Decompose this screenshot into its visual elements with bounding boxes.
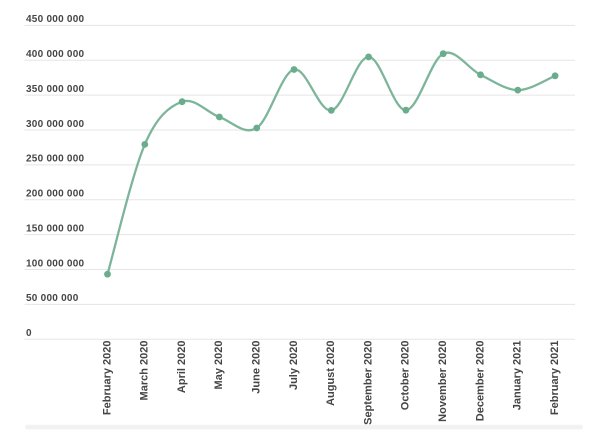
svg-text:March 2020: March 2020 [139, 341, 151, 401]
svg-text:150 000 000: 150 000 000 [26, 223, 85, 234]
svg-text:November 2020: November 2020 [437, 341, 449, 422]
svg-text:December 2020: December 2020 [474, 341, 486, 422]
svg-text:200 000 000: 200 000 000 [26, 189, 85, 200]
svg-text:400 000 000: 400 000 000 [26, 49, 85, 60]
svg-text:April 2020: April 2020 [176, 341, 188, 394]
svg-text:October 2020: October 2020 [400, 341, 412, 411]
svg-text:100 000 000: 100 000 000 [26, 258, 85, 269]
svg-text:September 2020: September 2020 [362, 341, 374, 425]
svg-text:February 2020: February 2020 [101, 341, 113, 416]
svg-text:June 2020: June 2020 [251, 341, 263, 394]
svg-text:August 2020: August 2020 [325, 341, 337, 406]
svg-text:0: 0 [26, 328, 32, 339]
svg-text:May 2020: May 2020 [213, 341, 225, 390]
svg-text:July 2020: July 2020 [288, 341, 300, 391]
svg-text:300 000 000: 300 000 000 [26, 119, 85, 130]
svg-text:50 000 000: 50 000 000 [26, 293, 79, 304]
svg-text:350 000 000: 350 000 000 [26, 84, 85, 95]
svg-text:250 000 000: 250 000 000 [26, 154, 85, 165]
svg-text:January 2021: January 2021 [512, 341, 524, 411]
svg-text:450 000 000: 450 000 000 [26, 14, 85, 25]
svg-text:February 2021: February 2021 [549, 341, 561, 416]
